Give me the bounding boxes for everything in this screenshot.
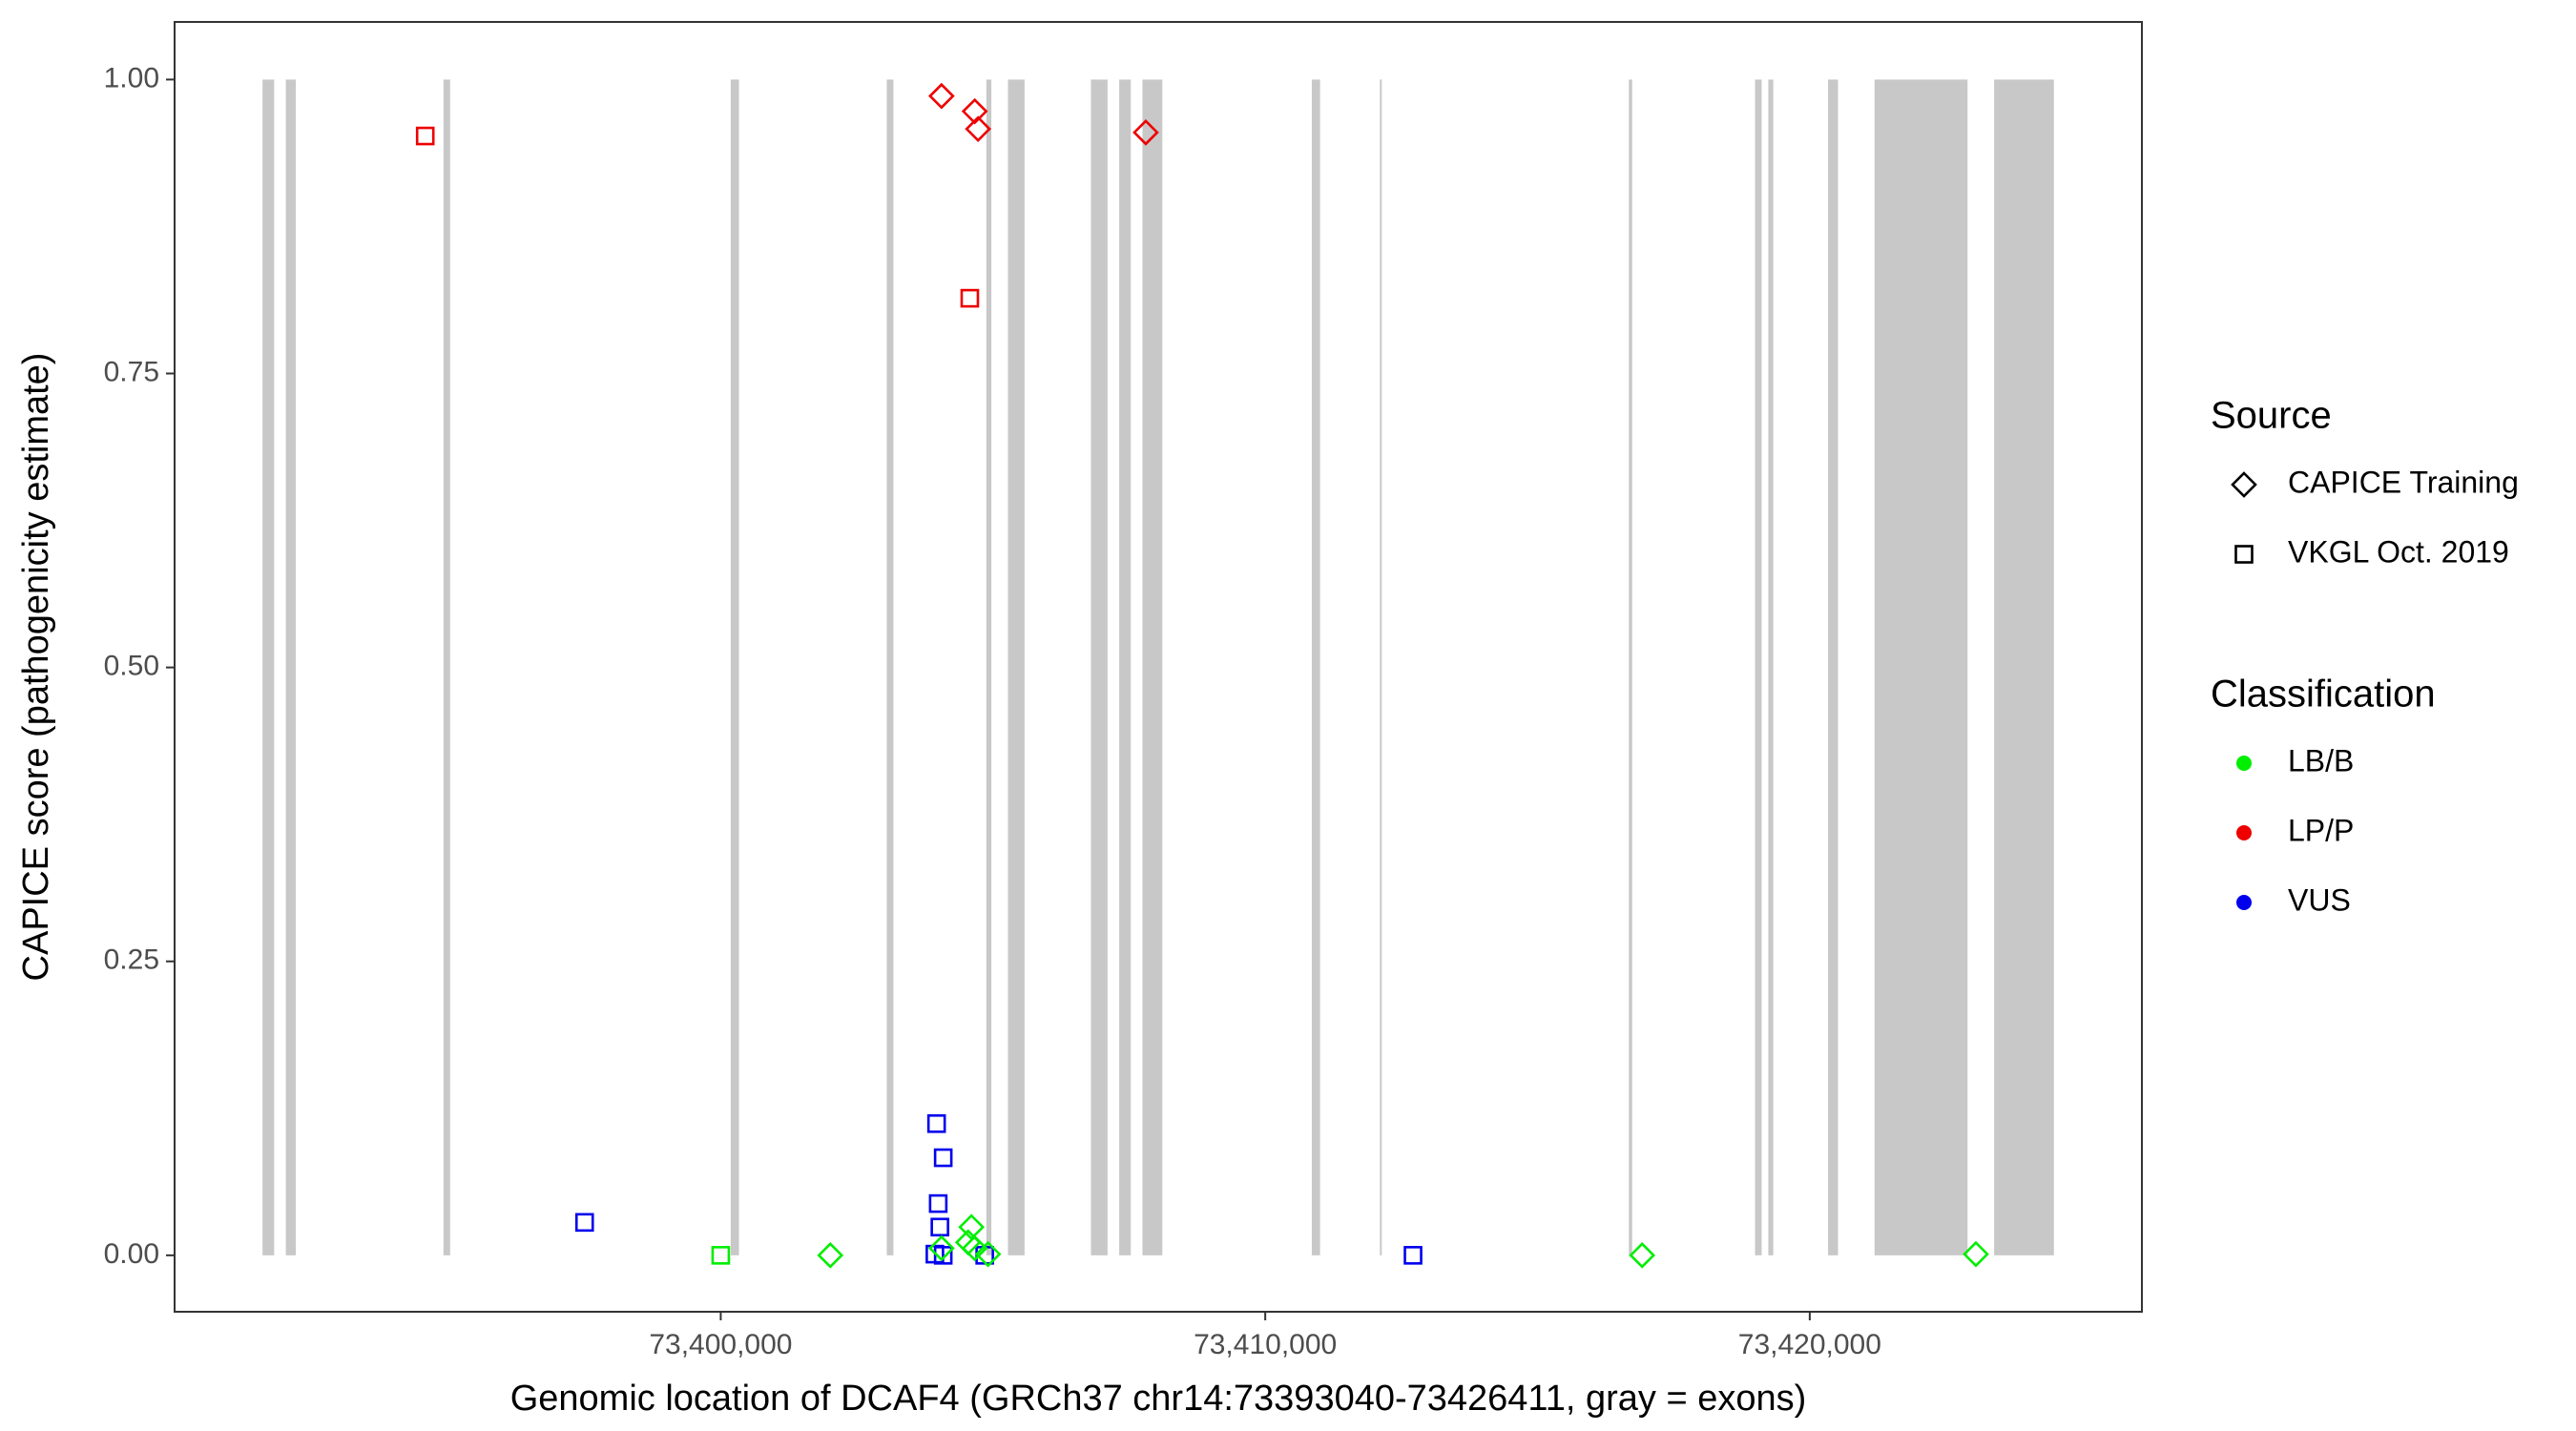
exon: [1380, 79, 1382, 1255]
exon: [1091, 79, 1108, 1255]
legend-title: Classification: [2211, 674, 2436, 716]
exon: [1119, 79, 1132, 1255]
point: [926, 1114, 946, 1133]
exon: [730, 79, 739, 1255]
exon: [1768, 79, 1774, 1255]
y-tick-label: 0.25: [104, 944, 159, 976]
legend-symbol: [2236, 895, 2252, 910]
exon: [262, 79, 275, 1255]
point: [961, 97, 988, 125]
exon: [986, 79, 992, 1255]
legend-label: VKGL Oct. 2019: [2288, 534, 2509, 569]
exon: [443, 79, 450, 1255]
legend-symbol: [2231, 471, 2257, 498]
y-tick-label: 1.00: [104, 62, 159, 93]
legend-symbol: [2236, 825, 2252, 840]
point: [711, 1246, 731, 1265]
exon: [886, 79, 894, 1255]
point: [928, 82, 955, 110]
x-tick-label: 73,410,000: [1194, 1329, 1337, 1360]
x-axis-title: Genomic location of DCAF4 (GRCh37 chr14:…: [510, 1379, 1807, 1419]
point: [930, 1217, 949, 1237]
y-tick-label: 0.00: [104, 1238, 159, 1270]
point: [415, 126, 435, 146]
point: [1963, 1240, 1989, 1268]
legend-label: VUS: [2288, 882, 2351, 917]
point: [960, 288, 980, 308]
exon: [1828, 79, 1839, 1255]
exon: [1008, 79, 1025, 1255]
legend-label: LP/P: [2288, 813, 2354, 847]
point: [1629, 1242, 1656, 1269]
point: [965, 115, 991, 142]
exon: [1994, 79, 2054, 1255]
exon: [1874, 79, 1968, 1255]
y-axis-title: CAPICE score (pathogenicity estimate): [16, 353, 56, 982]
exon: [1311, 79, 1320, 1255]
point: [1403, 1246, 1423, 1265]
exon: [1755, 79, 1762, 1255]
point: [974, 1240, 1002, 1268]
point: [1132, 119, 1159, 146]
exon: [1142, 79, 1163, 1255]
point: [574, 1213, 594, 1233]
legend-label: CAPICE Training: [2288, 465, 2519, 499]
point: [933, 1246, 953, 1265]
y-tick-label: 0.75: [104, 356, 159, 387]
exon: [1629, 79, 1632, 1255]
point: [928, 1234, 955, 1262]
legend-symbol: [2236, 756, 2252, 771]
legend-symbol: [2234, 545, 2254, 564]
point: [961, 1234, 988, 1262]
x-tick-label: 73,400,000: [649, 1329, 792, 1360]
legend-label: LB/B: [2288, 743, 2354, 778]
point: [933, 1148, 953, 1168]
point: [928, 1193, 948, 1213]
point: [817, 1242, 844, 1269]
panel-border: [174, 21, 2143, 1313]
legend-title: Source: [2211, 395, 2332, 437]
y-tick-label: 0.50: [104, 651, 159, 682]
exon: [285, 79, 296, 1255]
x-tick-label: 73,420,000: [1738, 1329, 1881, 1360]
